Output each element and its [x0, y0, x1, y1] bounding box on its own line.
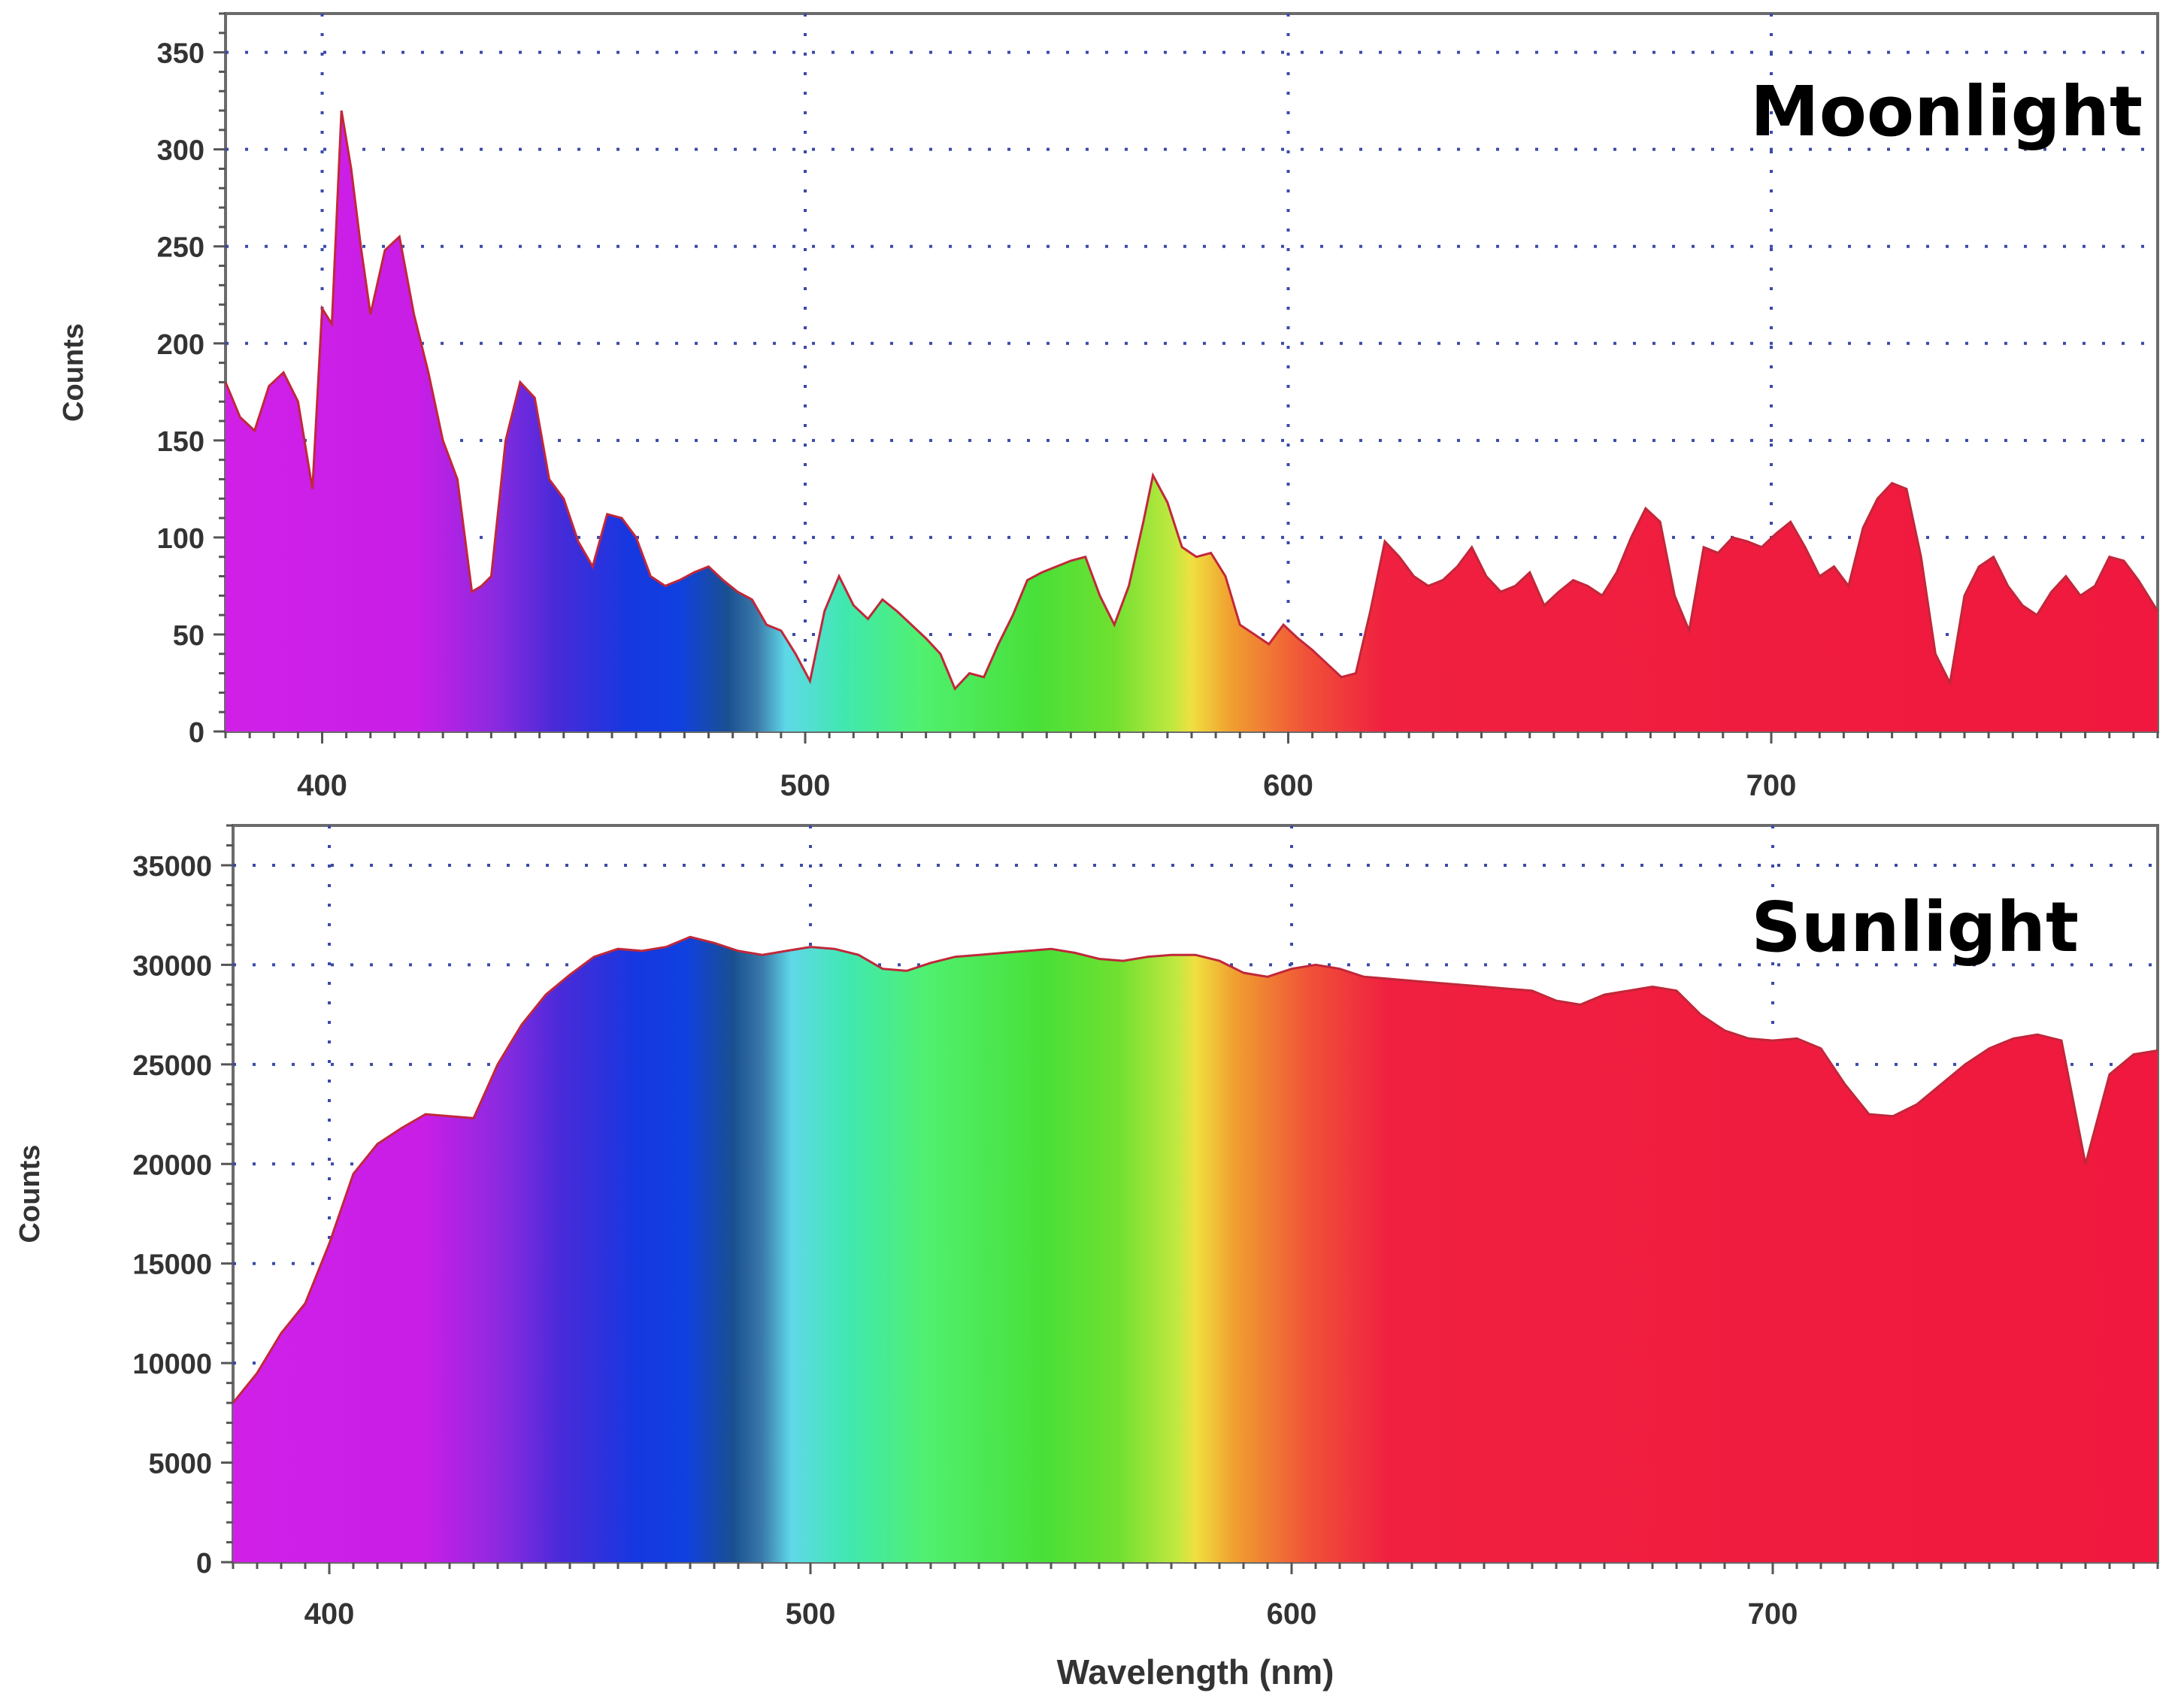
x-tick-label: 400: [304, 1598, 355, 1631]
y-tick-label: 150: [157, 426, 204, 458]
y-tick-label: 350: [157, 38, 204, 70]
x-tick-label: 500: [780, 769, 831, 802]
y-tick-label: 5000: [148, 1449, 212, 1480]
y-axis-title: Counts: [14, 1145, 46, 1243]
y-tick-label: 10000: [132, 1349, 212, 1380]
y-tick-label: 100: [157, 523, 204, 555]
panel-label-moonlight: Moonlight: [1750, 71, 2143, 152]
y-tick-label: 20000: [132, 1149, 212, 1181]
y-tick-label: 200: [157, 329, 204, 361]
x-tick-label: 700: [1748, 1598, 1798, 1631]
x-tick-label: 700: [1746, 769, 1797, 802]
y-tick-label: 25000: [132, 1050, 212, 1082]
x-axis: 400 500 600 700: [224, 731, 2159, 802]
y-axis: 0 5000 10000 15000 20000 25000 30000 35000: [132, 824, 233, 1579]
sunlight-outline: [232, 935, 2158, 1404]
x-tick-label: 400: [297, 769, 347, 802]
y-tick-label: 300: [157, 135, 204, 167]
moonlight-panel: 400 500 600 700 0 50 100 150 200 250 300 350 Count…: [58, 12, 2159, 802]
moonlight-outline: [224, 110, 2159, 691]
moonlight-area: [226, 111, 2158, 732]
x-tick-label: 600: [1267, 1598, 1317, 1631]
y-axis-title: Counts: [58, 323, 89, 422]
y-tick-label: 0: [189, 717, 204, 749]
y-tick-label: 30000: [132, 950, 212, 982]
x-tick-label: 500: [786, 1598, 836, 1631]
sunlight-area: [233, 937, 2158, 1562]
y-tick-label: 35000: [132, 851, 212, 883]
y-tick-label: 0: [196, 1548, 212, 1579]
y-tick-label: 15000: [132, 1249, 212, 1281]
sunlight-panel: 400 500 600 700 0 5000 10000 15000 20000 25000 30…: [14, 824, 2159, 1691]
x-axis-title: Wavelength (nm): [1057, 1652, 1334, 1691]
x-tick-label: 600: [1263, 769, 1313, 802]
y-tick-label: 50: [173, 620, 204, 652]
y-tick-label: 250: [157, 232, 204, 264]
panel-label-sunlight: Sunlight: [1751, 887, 2079, 968]
grid-lines: [226, 14, 2158, 731]
y-axis: 0 50 100 150 200 250 300 350: [157, 12, 226, 749]
x-axis: 400 500 600 700: [232, 1562, 2159, 1631]
